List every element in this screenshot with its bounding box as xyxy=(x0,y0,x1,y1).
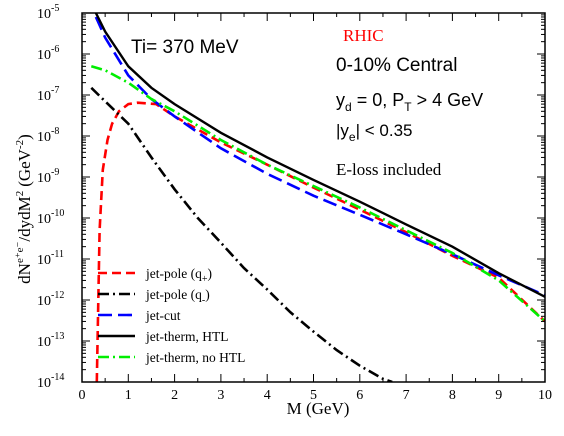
x-tick-label: 1 xyxy=(125,388,132,403)
y-tick-label: 10-7 xyxy=(37,85,59,104)
x-axis-title: M (GeV) xyxy=(287,399,350,418)
legend-label-3: jet-therm, HTL xyxy=(145,329,228,344)
y-tick-label: 10-12 xyxy=(37,290,64,309)
x-tick-label: 10 xyxy=(538,388,552,403)
legend-label-1: jet-pole (q-) xyxy=(145,287,210,306)
collider-annotation: RHIC xyxy=(343,26,384,45)
legend-label-4: jet-therm, no HTL xyxy=(145,350,245,365)
y-tick-label: 10-6 xyxy=(37,44,59,63)
rapidity-cut-annotation: yd = 0, PT > 4 GeV xyxy=(336,90,483,114)
axis-ticks: 0 1 2 3 4 5 6 7 8 9 10 10-14 10-13 10-12 10-11 10-10 10-… xyxy=(37,3,552,403)
y-axis-title: dNe⁺e⁻/dydM2(GeV-2) xyxy=(14,134,34,284)
x-tick-label: 8 xyxy=(449,388,456,403)
eloss-annotation: E-loss included xyxy=(336,160,442,179)
x-tick-label: 2 xyxy=(171,388,178,403)
y-tick-label: 10-5 xyxy=(37,3,59,22)
curves xyxy=(90,13,545,382)
plot-frame xyxy=(81,12,546,383)
x-tick-label: 5 xyxy=(310,388,317,403)
temperature-annotation: Ti= 370 MeV xyxy=(131,37,239,58)
x-tick-label: 9 xyxy=(495,388,502,403)
series-line-3 xyxy=(94,13,545,298)
y-tick-label: 10-13 xyxy=(37,331,64,350)
x-tick-label: 7 xyxy=(403,388,410,403)
legend-label-0: jet-pole (q+) xyxy=(145,266,212,285)
y-tick-label: 10-11 xyxy=(37,249,64,268)
x-tick-label: 0 xyxy=(79,388,86,403)
x-tick-label: 4 xyxy=(264,388,271,403)
x-tick-label: 3 xyxy=(217,388,224,403)
series-line-0 xyxy=(95,101,545,382)
centrality-annotation: 0-10% Central xyxy=(336,55,457,76)
legend: jet-pole (q+) jet-pole (q-) jet-cut jet-the… xyxy=(98,266,245,365)
series-line-1 xyxy=(90,86,393,382)
y-tick-label: 10-14 xyxy=(37,372,64,391)
x-tick-label: 6 xyxy=(356,388,363,403)
series-line-2 xyxy=(94,16,545,297)
electron-cut-annotation: |ye| < 0.35 xyxy=(336,121,413,144)
series-line-4 xyxy=(90,65,545,323)
y-tick-label: 10-9 xyxy=(37,167,59,186)
y-tick-label: 10-10 xyxy=(37,208,64,227)
legend-label-2: jet-cut xyxy=(145,308,181,323)
y-tick-label: 10-8 xyxy=(37,126,59,145)
